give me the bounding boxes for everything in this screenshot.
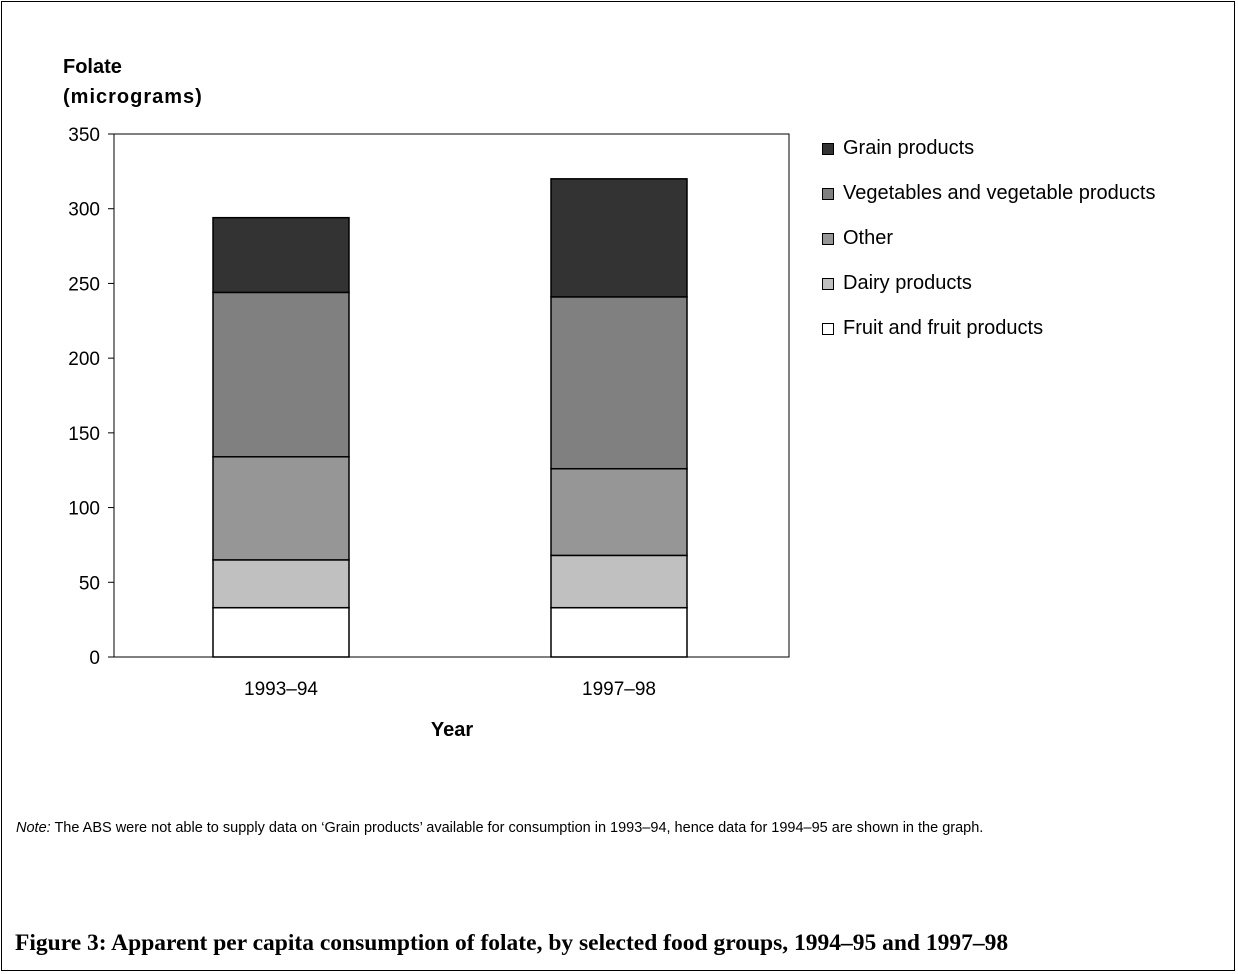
bar-segment-other <box>212 456 350 561</box>
bar-segment-grain-products <box>550 178 688 298</box>
y-axis-title: Folate (micrograms) <box>63 52 203 112</box>
bar-segment-fruit-and-fruit-products <box>550 606 688 658</box>
legend-item: Other <box>822 216 1155 261</box>
y-axis-ticks: 0 50 100 150 200 250 300 350 <box>68 125 114 669</box>
y-tick-label: 0 <box>89 648 100 669</box>
y-tick-label: 300 <box>68 200 100 221</box>
note-text: The ABS were not able to supply data on … <box>50 820 984 836</box>
legend-swatch <box>822 322 834 335</box>
legend-swatch <box>822 232 834 245</box>
x-tick-label: 1993–94 <box>244 679 318 700</box>
bar-layer <box>212 178 688 658</box>
legend-label: Other <box>843 227 894 249</box>
note-label: Note: <box>16 820 51 836</box>
y-tick-label: 150 <box>68 424 100 445</box>
y-axis-title-line-2: (micrograms) <box>63 86 203 108</box>
legend-label: Dairy products <box>843 272 972 294</box>
legend-swatch <box>822 277 834 290</box>
bar-segment-fruit-and-fruit-products <box>212 606 350 658</box>
y-tick-label: 100 <box>68 499 100 520</box>
x-axis-title: Year <box>431 719 473 741</box>
y-tick-label: 350 <box>68 125 100 146</box>
legend-item: Grain products <box>822 126 1155 171</box>
y-tick-label: 200 <box>68 349 100 370</box>
bar-segment-dairy-products <box>550 554 688 609</box>
bar-segment-other <box>550 467 688 557</box>
legend-swatch <box>822 187 834 200</box>
chart-note: Note: The ABS were not able to supply da… <box>16 818 1166 839</box>
bar-segment-vegetables-and-vegetable-products <box>550 296 688 470</box>
y-tick-label: 250 <box>68 274 100 295</box>
legend-item: Vegetables and vegetable products <box>822 171 1155 216</box>
legend-label: Fruit and fruit products <box>843 317 1044 339</box>
legend-label: Grain products <box>843 137 975 159</box>
legend-item: Dairy products <box>822 261 1155 306</box>
legend-item: Fruit and fruit products <box>822 306 1155 351</box>
legend: Grain products Vegetables and vegetable p… <box>822 126 1155 351</box>
bar-segment-vegetables-and-vegetable-products <box>212 291 350 458</box>
legend-swatch <box>822 142 834 155</box>
x-axis-ticks: 1993–94 1997–98 <box>244 679 656 700</box>
x-tick-label: 1997–98 <box>582 679 656 700</box>
legend-label: Vegetables and vegetable products <box>843 182 1156 204</box>
y-axis-title-line-1: Folate <box>63 56 122 78</box>
bar-segment-dairy-products <box>212 559 350 609</box>
y-tick-label: 50 <box>79 573 100 594</box>
figure-caption: Figure 3: Apparent per capita consumptio… <box>15 930 1009 956</box>
bar-segment-grain-products <box>212 216 350 294</box>
